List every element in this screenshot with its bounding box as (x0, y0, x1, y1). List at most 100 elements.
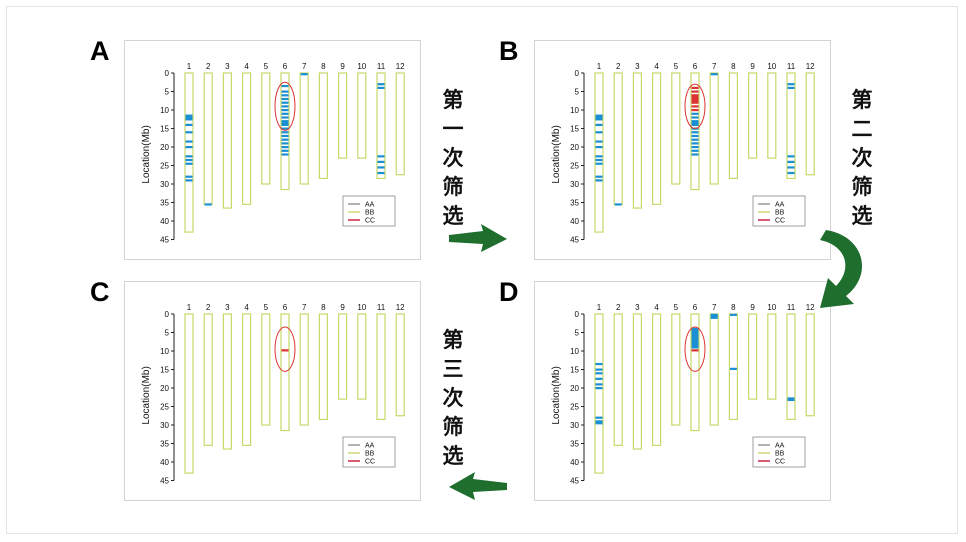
marker-line (185, 155, 193, 158)
chromosome-label: 8 (321, 62, 326, 71)
legend-box (342, 436, 396, 468)
y-tick-label: 45 (160, 236, 169, 245)
marker-line (691, 342, 699, 345)
y-tick-label: 45 (160, 477, 169, 486)
chromosome-label: 10 (357, 62, 366, 71)
y-tick-label: 40 (570, 458, 579, 467)
marker-line (204, 203, 212, 206)
marker-line (787, 171, 795, 175)
marker-line (691, 123, 699, 126)
y-axis-label: Location(Mb) (551, 125, 562, 183)
y-tick-label: 25 (160, 403, 169, 412)
marker-line (595, 422, 603, 425)
chromosome-label: 1 (187, 303, 192, 312)
chromosome-label: 3 (225, 303, 230, 312)
chromosome-bar (299, 72, 309, 185)
marker-line (281, 112, 289, 115)
y-tick-label: 0 (165, 69, 170, 78)
marker-line (281, 138, 289, 141)
marker-line (595, 118, 603, 121)
chromosome-bar (184, 72, 194, 233)
marker-line (691, 101, 699, 104)
legend-label: BB (775, 210, 785, 217)
marker-line (281, 116, 289, 119)
y-tick-label: 5 (165, 88, 170, 97)
chromosome-bar (651, 313, 662, 446)
marker-line (710, 316, 718, 319)
marker-line (710, 315, 718, 318)
marker-line (595, 116, 603, 119)
chromosome-bar (222, 72, 233, 209)
marker-line (377, 160, 385, 163)
chromosome-label: 2 (616, 303, 621, 312)
y-tick-label: 10 (570, 106, 579, 115)
marker-line (281, 146, 289, 149)
y-tick-label: 10 (160, 106, 169, 115)
chromosome-label: 8 (321, 303, 326, 312)
legend-box (752, 436, 806, 468)
marker-line (595, 362, 603, 366)
y-tick-label: 40 (160, 458, 169, 467)
chromosome-label: 4 (654, 62, 659, 71)
arrow-left-icon (449, 472, 507, 500)
y-tick-label: 25 (160, 162, 169, 171)
marker-line (300, 73, 308, 76)
highlight-ellipse (684, 83, 706, 130)
chromosome-label: 1 (597, 62, 602, 71)
marker-line (185, 118, 193, 121)
marker-line (787, 86, 795, 89)
y-tick-label: 45 (570, 477, 579, 486)
chromosome-bar (613, 72, 623, 205)
legend-box (752, 195, 806, 227)
marker-line (691, 94, 699, 97)
marker-line (691, 346, 699, 349)
marker-line (595, 420, 603, 423)
marker-line (787, 398, 795, 402)
chromosome-label: 6 (693, 303, 698, 312)
chromosome-bar (632, 72, 643, 209)
marker-line (595, 146, 603, 149)
y-tick-label: 10 (160, 347, 169, 356)
marker-line (595, 175, 603, 178)
chromosome-bar (651, 72, 662, 205)
y-tick-label: 35 (160, 199, 169, 208)
chromosome-label: 9 (340, 62, 345, 71)
chromosome-bar (671, 72, 681, 185)
marker-line (787, 397, 795, 400)
marker-line (281, 349, 289, 352)
marker-line (691, 97, 699, 101)
chromosome-bar (203, 313, 213, 446)
chromosome-bar (318, 313, 328, 421)
marker-line (185, 140, 193, 143)
chromosome-label: 3 (635, 62, 640, 71)
chromosome-bar (767, 313, 777, 400)
marker-line (691, 149, 699, 152)
legend-label: CC (365, 218, 375, 225)
marker-line (281, 97, 289, 101)
legend-label: CC (365, 459, 375, 466)
y-tick-label: 30 (570, 421, 579, 430)
legend-label: BB (365, 210, 375, 217)
marker-line (595, 114, 603, 117)
step-1-text: 第一次筛选 (442, 88, 464, 228)
marker-line (691, 349, 699, 352)
marker-line (185, 146, 193, 149)
legend-label: BB (365, 451, 375, 458)
marker-line (691, 86, 699, 89)
marker-line (787, 166, 795, 169)
y-tick-label: 20 (570, 143, 579, 152)
y-axis-label: Location(Mb) (551, 366, 562, 424)
marker-line (691, 120, 699, 123)
marker-line (377, 83, 385, 86)
curved-arrow-down-icon (820, 230, 863, 308)
panel-label-d: D (499, 277, 519, 307)
y-tick-label: 45 (570, 236, 579, 245)
y-tick-label: 35 (570, 199, 579, 208)
y-tick-label: 40 (160, 217, 169, 226)
legend-label: BB (775, 451, 785, 458)
chromosome-label: 2 (206, 303, 211, 312)
marker-line (595, 140, 603, 143)
marker-line (281, 123, 289, 126)
